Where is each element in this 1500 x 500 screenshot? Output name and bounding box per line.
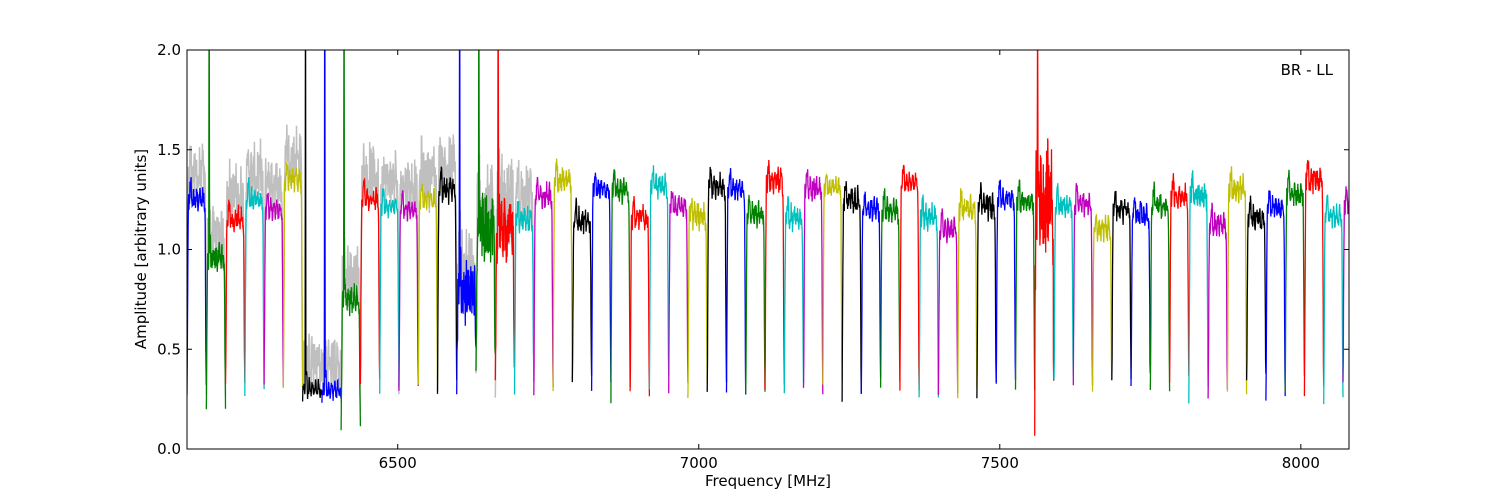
y-axis: 0.0 0.5 1.0 1.5 2.0 (157, 41, 1349, 458)
background-series-line (224, 158, 246, 363)
series-line (802, 169, 824, 395)
series-line (590, 172, 612, 391)
y-tick-label: 1.0 (157, 241, 181, 259)
series-line (610, 169, 631, 404)
series-line (340, 50, 362, 431)
series-line (1091, 214, 1113, 392)
series-line (668, 190, 689, 394)
series-line (417, 183, 439, 385)
series-line (879, 188, 901, 388)
series-line (937, 208, 959, 395)
y-axis-label: Amplitude [arbitrary units] (132, 149, 150, 349)
series-line (321, 50, 342, 403)
background-series-line (359, 141, 381, 380)
y-tick-label: 2.0 (157, 41, 181, 59)
series-line (1342, 186, 1349, 383)
series-line (822, 173, 843, 385)
series-line (687, 197, 708, 399)
background-series-line (417, 135, 439, 383)
x-tick-label: 6500 (379, 454, 417, 472)
series-line (1265, 190, 1286, 401)
series-line (764, 159, 785, 390)
series-line (552, 158, 573, 392)
series-line (706, 166, 728, 392)
series-line (1034, 50, 1055, 436)
background-series-line (244, 138, 265, 354)
series-line (1053, 183, 1074, 380)
x-axis-label: Frequency [MHz] (705, 472, 831, 490)
series-line (745, 194, 766, 394)
series-line (860, 191, 882, 394)
series-line (436, 166, 458, 394)
series-line (513, 200, 535, 395)
series-line (783, 196, 805, 394)
x-tick-label: 7500 (981, 454, 1019, 472)
y-tick-label: 1.5 (157, 141, 181, 159)
series-line (475, 50, 496, 371)
series-line (398, 190, 419, 391)
series-line (1072, 183, 1094, 386)
series-line (725, 168, 747, 395)
series-line (1207, 202, 1229, 399)
background-series-line (263, 158, 285, 356)
series-line (1014, 179, 1036, 391)
series-line (494, 50, 516, 381)
series-line (629, 196, 651, 397)
series-line (899, 164, 920, 391)
y-tick-label: 0.0 (157, 440, 181, 458)
series-line (918, 194, 940, 398)
series-line (995, 179, 1017, 384)
background-series-line (378, 149, 400, 377)
series-line (1303, 159, 1325, 397)
series-layer (187, 50, 1349, 436)
series-line (224, 199, 246, 385)
series-line (205, 50, 227, 410)
series-line (976, 182, 997, 399)
series-line (841, 181, 862, 402)
series-line (533, 176, 554, 396)
series-line (379, 188, 400, 394)
series-line (1130, 197, 1151, 387)
series-line (1245, 195, 1267, 381)
series-line (187, 177, 207, 395)
series-line (282, 161, 304, 389)
series-line (1168, 173, 1190, 383)
series-line (1111, 190, 1132, 381)
background-series-line (282, 124, 304, 371)
background-series-line (187, 143, 208, 368)
series-line (301, 50, 323, 402)
x-tick-label: 8000 (1282, 454, 1320, 472)
series-line (648, 165, 670, 390)
series-line (957, 188, 978, 399)
series-line (1323, 194, 1344, 405)
background-series-line (513, 159, 535, 362)
series-line (456, 50, 477, 395)
series-line (263, 192, 284, 387)
series-line (1149, 181, 1171, 392)
series-line (359, 178, 381, 385)
x-tick-label: 7000 (680, 454, 718, 472)
x-axis: 6500 7000 7500 8000 (379, 50, 1320, 472)
series-line (1188, 170, 1209, 404)
series-line (1226, 166, 1248, 395)
series-line (244, 177, 265, 397)
series-line (1284, 169, 1306, 392)
series-line (571, 197, 593, 383)
y-tick-label: 0.5 (157, 340, 181, 358)
baseline-annotation: BR - LL (1281, 61, 1334, 79)
